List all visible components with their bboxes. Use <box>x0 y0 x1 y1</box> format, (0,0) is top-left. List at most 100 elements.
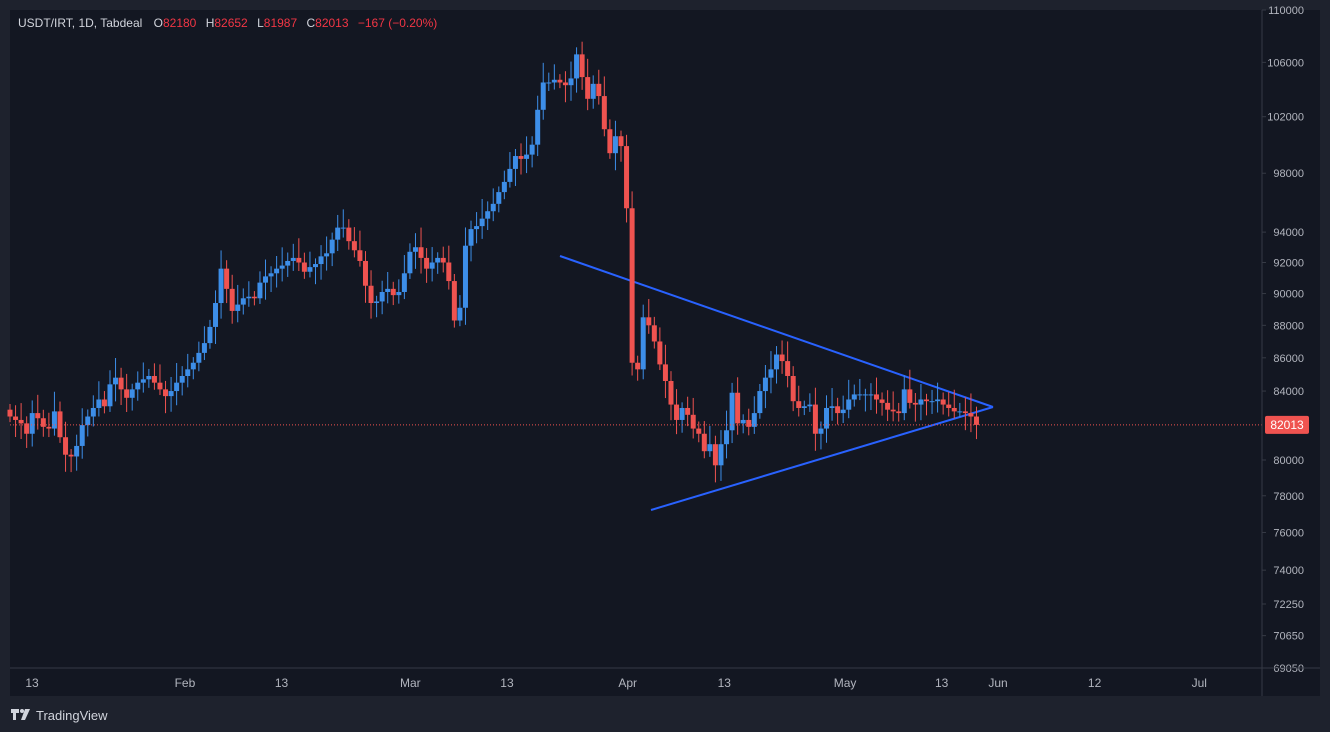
candle[interactable] <box>246 281 252 307</box>
candle[interactable] <box>29 400 35 447</box>
candle[interactable] <box>51 391 57 436</box>
candle[interactable] <box>263 259 269 300</box>
candle[interactable] <box>201 326 207 360</box>
candle[interactable] <box>690 397 696 439</box>
candle[interactable] <box>290 243 296 271</box>
candle[interactable] <box>923 393 929 416</box>
candle[interactable] <box>446 245 452 290</box>
candle[interactable] <box>746 408 752 436</box>
candle[interactable] <box>840 395 846 424</box>
candle[interactable] <box>46 412 52 438</box>
candle[interactable] <box>912 393 918 422</box>
brand-name[interactable]: TradingView <box>36 707 108 723</box>
candle[interactable] <box>918 384 924 421</box>
candle[interactable] <box>385 272 391 304</box>
candle[interactable] <box>179 366 185 396</box>
candle[interactable] <box>735 377 741 435</box>
candle[interactable] <box>874 377 880 414</box>
candle[interactable] <box>18 403 24 440</box>
candle[interactable] <box>651 316 657 349</box>
candle[interactable] <box>157 364 163 396</box>
candle[interactable] <box>85 409 91 437</box>
candle[interactable] <box>257 271 263 304</box>
candle[interactable] <box>657 327 663 371</box>
candle[interactable] <box>324 236 330 271</box>
candle[interactable] <box>174 363 180 406</box>
symbol-label[interactable]: USDT/IRT, 1D, Tabdeal <box>18 16 143 30</box>
candle[interactable] <box>557 74 563 89</box>
candle[interactable] <box>235 284 241 323</box>
candle[interactable] <box>907 369 913 409</box>
candle[interactable] <box>790 366 796 412</box>
candle[interactable] <box>35 394 41 430</box>
candle[interactable] <box>251 291 257 306</box>
candle[interactable] <box>624 134 630 223</box>
candle[interactable] <box>546 72 552 91</box>
candle[interactable] <box>601 76 607 137</box>
candle[interactable] <box>190 357 196 380</box>
candle[interactable] <box>368 270 374 319</box>
candle[interactable] <box>768 351 774 394</box>
candle[interactable] <box>274 256 280 288</box>
candle[interactable] <box>851 384 857 407</box>
price-axis[interactable]: 110000 106000 102000 98000 94000 92000 90000 88… <box>1261 5 1304 696</box>
candle[interactable] <box>829 388 835 421</box>
candle[interactable] <box>412 233 418 269</box>
candle[interactable] <box>824 395 830 443</box>
candle[interactable] <box>646 299 652 334</box>
candle[interactable] <box>785 341 791 388</box>
candle[interactable] <box>374 295 380 318</box>
candle[interactable] <box>24 416 30 448</box>
candle[interactable] <box>540 62 546 120</box>
candle[interactable] <box>40 409 46 437</box>
candle[interactable] <box>846 379 852 419</box>
candle[interactable] <box>551 64 557 90</box>
candle[interactable] <box>107 370 113 412</box>
candle[interactable] <box>101 391 107 414</box>
candle[interactable] <box>818 421 824 450</box>
candle[interactable] <box>901 375 907 421</box>
candle[interactable] <box>835 397 841 425</box>
candle[interactable] <box>524 136 530 174</box>
candle[interactable] <box>801 400 807 416</box>
candle[interactable] <box>318 245 324 280</box>
candle[interactable] <box>951 389 957 419</box>
candle[interactable] <box>279 247 285 282</box>
candle[interactable] <box>751 396 757 434</box>
candle[interactable] <box>129 383 135 411</box>
candle[interactable] <box>807 393 813 412</box>
candle[interactable] <box>435 252 441 274</box>
candle[interactable] <box>596 69 602 105</box>
candle[interactable] <box>724 410 730 459</box>
candle[interactable] <box>940 392 946 415</box>
candle[interactable] <box>935 382 941 413</box>
candle[interactable] <box>307 251 313 278</box>
candle[interactable] <box>124 373 130 413</box>
candle[interactable] <box>662 344 668 399</box>
candle[interactable] <box>774 346 780 384</box>
candle[interactable] <box>518 143 524 175</box>
candle[interactable] <box>685 396 691 427</box>
candle[interactable] <box>462 227 468 325</box>
candle[interactable] <box>163 380 169 414</box>
candle[interactable] <box>362 251 368 303</box>
candle[interactable] <box>424 248 430 283</box>
candle[interactable] <box>146 368 152 388</box>
lower-trendline[interactable] <box>650 406 994 511</box>
candle[interactable] <box>7 404 13 423</box>
candle[interactable] <box>168 376 174 412</box>
candle[interactable] <box>696 421 702 443</box>
candle[interactable] <box>962 397 968 431</box>
candle[interactable] <box>457 295 463 327</box>
candle[interactable] <box>679 402 685 433</box>
candle[interactable] <box>74 434 80 471</box>
candle[interactable] <box>929 389 935 414</box>
candle[interactable] <box>701 421 707 459</box>
candle[interactable] <box>757 384 763 419</box>
candle[interactable] <box>668 371 674 421</box>
candle[interactable] <box>390 281 396 306</box>
candle[interactable] <box>379 280 385 315</box>
candle[interactable] <box>585 58 591 111</box>
candle[interactable] <box>946 391 952 417</box>
candle[interactable] <box>151 363 157 390</box>
